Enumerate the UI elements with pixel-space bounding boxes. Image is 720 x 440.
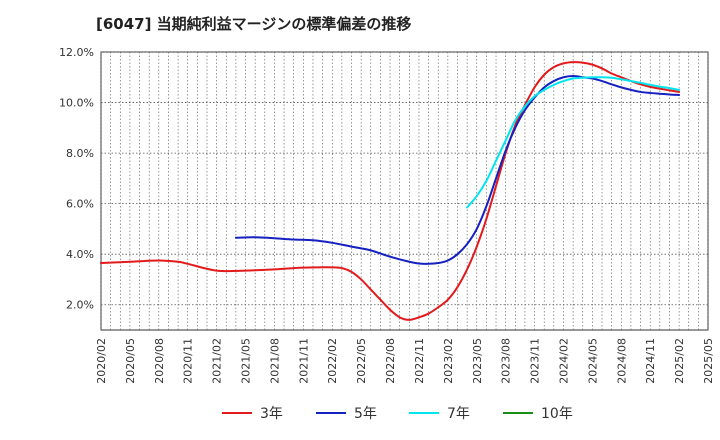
- legend-label-4: 10年: [541, 406, 573, 422]
- x-tick-label: 2024/05: [586, 338, 599, 384]
- x-tick-label: 2020/08: [153, 338, 166, 384]
- legend-label-1: 3年: [260, 406, 283, 422]
- x-tick-label: 2024/08: [615, 338, 628, 384]
- x-tick-label: 2022/02: [326, 338, 339, 384]
- x-tick-label: 2023/02: [442, 338, 455, 384]
- x-tick-label: 2022/05: [355, 338, 368, 384]
- x-tick-label: 2021/02: [211, 338, 224, 384]
- x-tick-label: 2021/05: [240, 338, 253, 384]
- x-tick-label: 2023/05: [471, 338, 484, 384]
- x-tick-label: 2023/11: [529, 338, 542, 384]
- x-tick-label: 2020/11: [182, 338, 195, 384]
- x-tick-label: 2024/11: [644, 338, 657, 384]
- y-tick-label: 6.0%: [66, 198, 94, 211]
- x-tick-label: 2020/05: [124, 338, 137, 384]
- legend-label-2: 5年: [354, 406, 377, 422]
- y-tick-label: 4.0%: [66, 248, 94, 261]
- chart-title: [6047] 当期純利益マージンの標準偏差の推移: [96, 15, 412, 33]
- x-tick-label: 2024/02: [557, 338, 570, 384]
- x-tick-label: 2020/02: [95, 338, 108, 384]
- x-tick-label: 2021/11: [297, 338, 310, 384]
- series-line-1: [100, 61, 681, 321]
- x-tick-label: 2025/02: [673, 338, 686, 384]
- plot-area: [100, 51, 709, 331]
- series-line-2: [234, 75, 681, 265]
- x-tick-label: 2021/08: [268, 338, 281, 384]
- x-tick-label: 2023/08: [500, 338, 513, 384]
- y-tick-label: 8.0%: [66, 147, 94, 160]
- x-tick-label: 2022/08: [384, 338, 397, 384]
- legend-label-3: 7年: [447, 406, 470, 422]
- y-tick-label: 10.0%: [59, 97, 94, 110]
- series-line-3: [466, 76, 681, 209]
- x-tick-label: 2022/11: [413, 338, 426, 384]
- y-tick-label: 12.0%: [59, 46, 94, 59]
- x-tick-label: 2025/05: [702, 338, 715, 384]
- y-tick-label: 2.0%: [66, 299, 94, 312]
